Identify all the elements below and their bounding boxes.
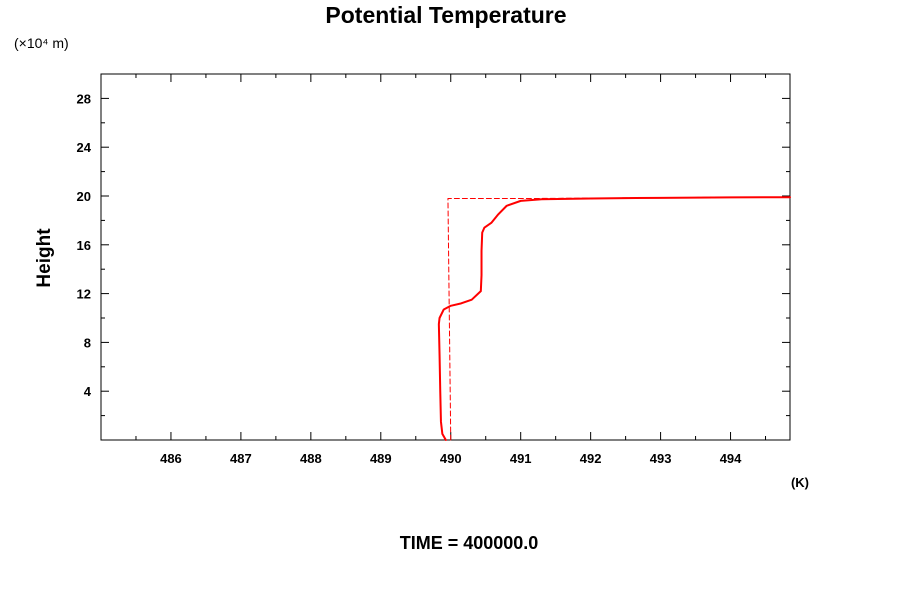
y-tick-label: 8 bbox=[84, 335, 91, 350]
x-tick-label: 486 bbox=[160, 451, 182, 466]
y-axis-label: Height bbox=[34, 228, 55, 288]
x-tick-label: 487 bbox=[230, 451, 252, 466]
x-tick-label: 492 bbox=[580, 451, 602, 466]
series-group bbox=[437, 196, 791, 441]
series-line-solid bbox=[437, 196, 791, 441]
y-tick-label: 12 bbox=[77, 287, 91, 302]
x-tick-label: 493 bbox=[650, 451, 672, 466]
x-tick-label: 489 bbox=[370, 451, 392, 466]
x-tick-label: 488 bbox=[300, 451, 322, 466]
x-tick-label: 491 bbox=[510, 451, 532, 466]
y-tick-label: 16 bbox=[77, 238, 91, 253]
y-tick-label: 24 bbox=[77, 140, 92, 155]
plot-frame bbox=[100, 73, 791, 441]
x-tick-label: 494 bbox=[720, 451, 742, 466]
series-line-dashed bbox=[447, 196, 732, 441]
x-tick-label: 490 bbox=[440, 451, 462, 466]
y-tick-label: 4 bbox=[84, 384, 92, 399]
y-tick-label: 28 bbox=[77, 91, 91, 106]
x-axis-unit: (K) bbox=[791, 475, 809, 490]
y-tick-label: 20 bbox=[77, 189, 91, 204]
y-axis-unit: (×10⁴ m) bbox=[14, 35, 69, 51]
chart-title: Potential Temperature bbox=[325, 2, 566, 28]
time-footer: TIME = 400000.0 bbox=[400, 533, 539, 553]
axis-ticks: 486 487 488 489 490 491 492 493 494 4 8 12 16 20 24 28 bbox=[77, 74, 790, 466]
